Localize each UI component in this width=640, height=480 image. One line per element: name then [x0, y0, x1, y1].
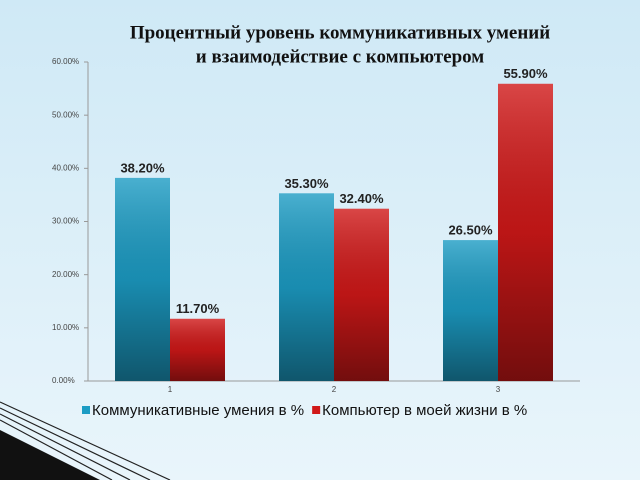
bar-shade [115, 177, 170, 381]
chart-title: и взаимодействие с компьютером [196, 46, 485, 67]
value-label: 35.30% [284, 176, 329, 191]
legend-label: Коммуникативные умения в % [92, 402, 304, 419]
y-tick-label: 40.00% [52, 163, 79, 172]
bar-shade [498, 83, 553, 381]
bar-shade [170, 318, 225, 381]
legend-label: Компьютер в моей жизни в % [322, 402, 527, 419]
value-label: 38.20% [120, 160, 165, 175]
chart-title: Процентный уровень коммуникативных умени… [130, 22, 550, 43]
y-tick-label: 0.00% [52, 376, 75, 385]
bar-shade [279, 193, 334, 381]
y-tick-label: 20.00% [52, 270, 79, 279]
legend-swatch [82, 406, 90, 414]
y-tick-label: 60.00% [52, 57, 79, 66]
x-tick-label: 1 [168, 385, 173, 394]
x-tick-label: 3 [496, 385, 501, 394]
bar-shade [443, 240, 498, 381]
y-tick-label: 10.00% [52, 323, 79, 332]
legend-swatch [312, 406, 321, 414]
value-label: 26.50% [448, 223, 493, 238]
x-tick-label: 2 [332, 385, 337, 394]
value-label: 32.40% [339, 191, 384, 206]
decoration [0, 401, 171, 480]
bar-shade [334, 208, 389, 381]
value-label: 11.70% [176, 301, 220, 316]
y-tick-label: 50.00% [52, 110, 79, 119]
value-label: 55.90% [503, 66, 548, 81]
y-tick-label: 30.00% [52, 217, 79, 226]
